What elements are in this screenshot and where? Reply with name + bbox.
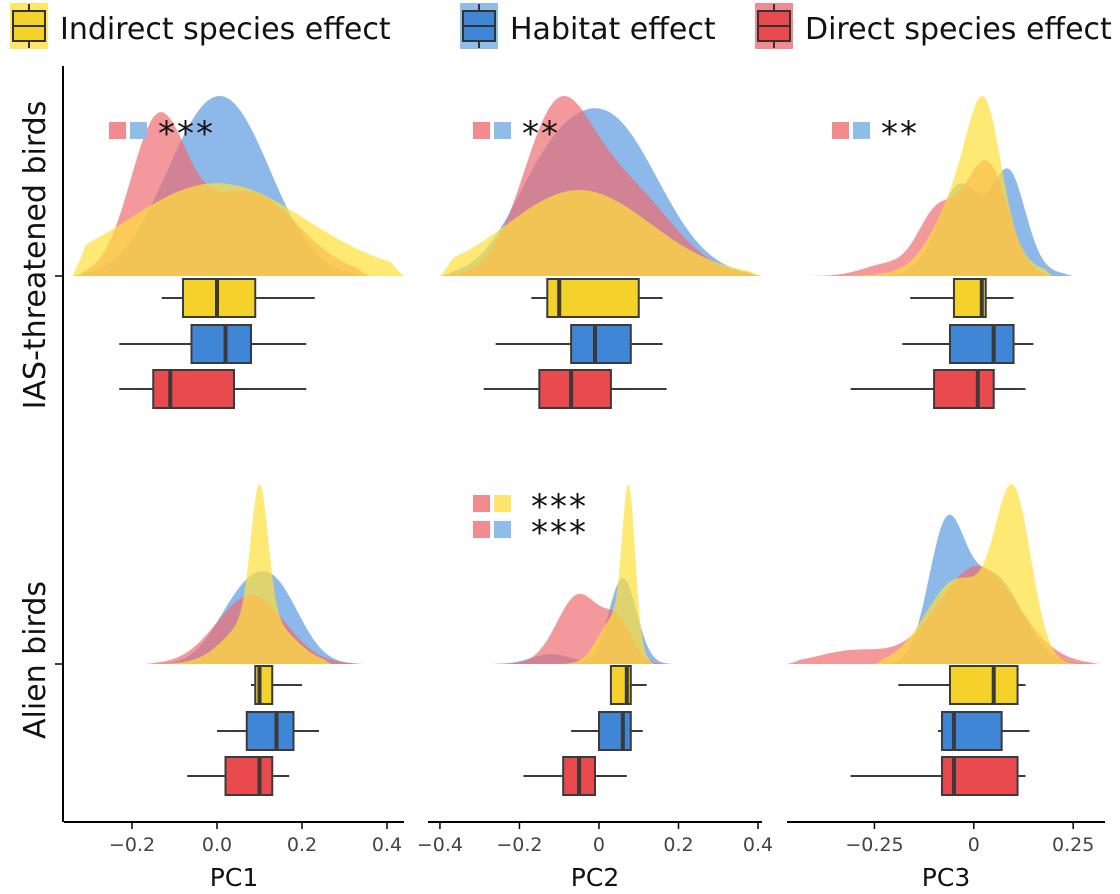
- box-iqr: [948, 324, 1015, 364]
- panel: **: [439, 96, 762, 409]
- sig-swatch-direct: [473, 122, 490, 139]
- legend-label: Indirect species effect: [60, 12, 391, 47]
- x-tick-label: −0.4: [417, 834, 463, 856]
- boxplot-indirect: [910, 278, 1014, 318]
- x-tick-label: 0.25: [1052, 834, 1094, 856]
- row-label: Alien birds: [18, 581, 53, 739]
- boxplot-indirect: [609, 665, 647, 705]
- panel: ***: [72, 96, 404, 409]
- x-axis: −0.4 −0.2 0 0.2 0.4 PC2: [417, 821, 773, 892]
- density-indirect: [874, 484, 1094, 664]
- legend-label: Direct species effect: [805, 12, 1112, 47]
- sig-swatch-habitat: [494, 521, 511, 538]
- panel: −0.2 0.0 0.2 0.4 PC1: [64, 484, 404, 892]
- box-iqr: [941, 711, 1003, 751]
- x-tick-label: 0.2: [663, 834, 693, 856]
- x-tick-label: 0: [968, 834, 980, 856]
- sig-swatch-indirect: [494, 495, 511, 512]
- panel: −0.25 0 0.25 PC3: [787, 484, 1105, 892]
- box-iqr: [182, 278, 257, 318]
- panel: **: [802, 96, 1074, 409]
- significance-marker: ***: [473, 513, 588, 553]
- significance-marker: **: [832, 114, 919, 154]
- box-iqr: [597, 711, 632, 751]
- x-tick-label: −0.2: [496, 834, 542, 856]
- boxplot-direct: [483, 369, 667, 409]
- sig-label: ***: [158, 114, 215, 154]
- sig-swatch-direct: [832, 122, 849, 139]
- legend-item: Direct species effect: [755, 3, 1112, 49]
- legend-item: Habitat effect: [460, 3, 716, 49]
- sig-swatch-habitat: [494, 122, 511, 139]
- sig-label: ***: [531, 513, 588, 553]
- sig-swatch-habitat: [853, 122, 870, 139]
- significance-marker: **: [473, 114, 560, 154]
- legend-item: Indirect species effect: [10, 3, 391, 49]
- box-iqr: [570, 324, 632, 364]
- row-labels: IAS-threatened birds Alien birds: [18, 101, 53, 739]
- boxplot-habitat: [938, 711, 1030, 751]
- sig-label: **: [522, 114, 560, 154]
- box-iqr: [538, 369, 612, 409]
- boxplot-direct: [523, 756, 627, 796]
- boxplot-habitat: [119, 324, 307, 364]
- box-iqr: [245, 711, 295, 751]
- boxplot-indirect: [251, 665, 302, 705]
- significance-marker: ***: [109, 114, 215, 154]
- density-indirect: [72, 183, 404, 276]
- box-iqr: [224, 756, 274, 796]
- sig-swatch-direct: [109, 122, 126, 139]
- density-indirect: [846, 96, 1054, 276]
- box-iqr: [546, 278, 640, 318]
- box-iqr: [152, 369, 235, 409]
- x-tick-label: −0.25: [845, 834, 903, 856]
- significance-marker: ***: [473, 487, 588, 527]
- panel: ****** −0.4 −0.2 0 0.2 0.4 PC2: [417, 484, 773, 892]
- axes: [55, 66, 64, 822]
- row-label: IAS-threatened birds: [18, 101, 53, 410]
- x-tick-label: 0.2: [287, 834, 317, 856]
- x-tick-label: −0.2: [109, 834, 155, 856]
- sig-swatch-habitat: [130, 122, 147, 139]
- x-axis-title: PC1: [210, 863, 258, 892]
- x-tick-label: 0.4: [743, 834, 773, 856]
- density-indirect: [439, 190, 762, 276]
- x-axis: −0.25 0 0.25 PC3: [787, 821, 1105, 892]
- boxplot-indirect: [531, 278, 663, 318]
- boxplot-direct: [119, 369, 307, 409]
- sig-swatch-direct: [473, 495, 490, 512]
- boxplot-direct: [850, 369, 1026, 409]
- box-iqr: [933, 369, 995, 409]
- density-indirect: [144, 484, 332, 664]
- boxplot-habitat: [571, 711, 643, 751]
- x-tick-label: 0.0: [202, 834, 232, 856]
- sig-swatch-direct: [473, 521, 490, 538]
- sig-label: **: [881, 114, 919, 154]
- x-axis-title: PC2: [571, 863, 619, 892]
- x-tick-label: 0: [593, 834, 605, 856]
- box-iqr: [190, 324, 252, 364]
- boxplot-direct: [187, 756, 290, 796]
- legend: Indirect species effect Habitat effect Dir…: [10, 3, 1112, 49]
- density-indirect: [487, 484, 655, 664]
- sig-label: ***: [531, 487, 588, 527]
- boxplot-indirect: [161, 278, 315, 318]
- x-axis: −0.2 0.0 0.2 0.4 PC1: [64, 821, 404, 892]
- box-iqr: [948, 665, 1019, 705]
- density-direct: [487, 593, 687, 664]
- boxplot-direct: [850, 756, 1026, 796]
- boxplot-habitat: [495, 324, 663, 364]
- x-tick-label: 0.4: [372, 834, 402, 856]
- legend-label: Habitat effect: [510, 12, 716, 47]
- boxplot-habitat: [902, 324, 1034, 364]
- x-axis-title: PC3: [922, 863, 970, 892]
- boxplot-indirect: [898, 665, 1026, 705]
- boxplot-habitat: [217, 711, 319, 751]
